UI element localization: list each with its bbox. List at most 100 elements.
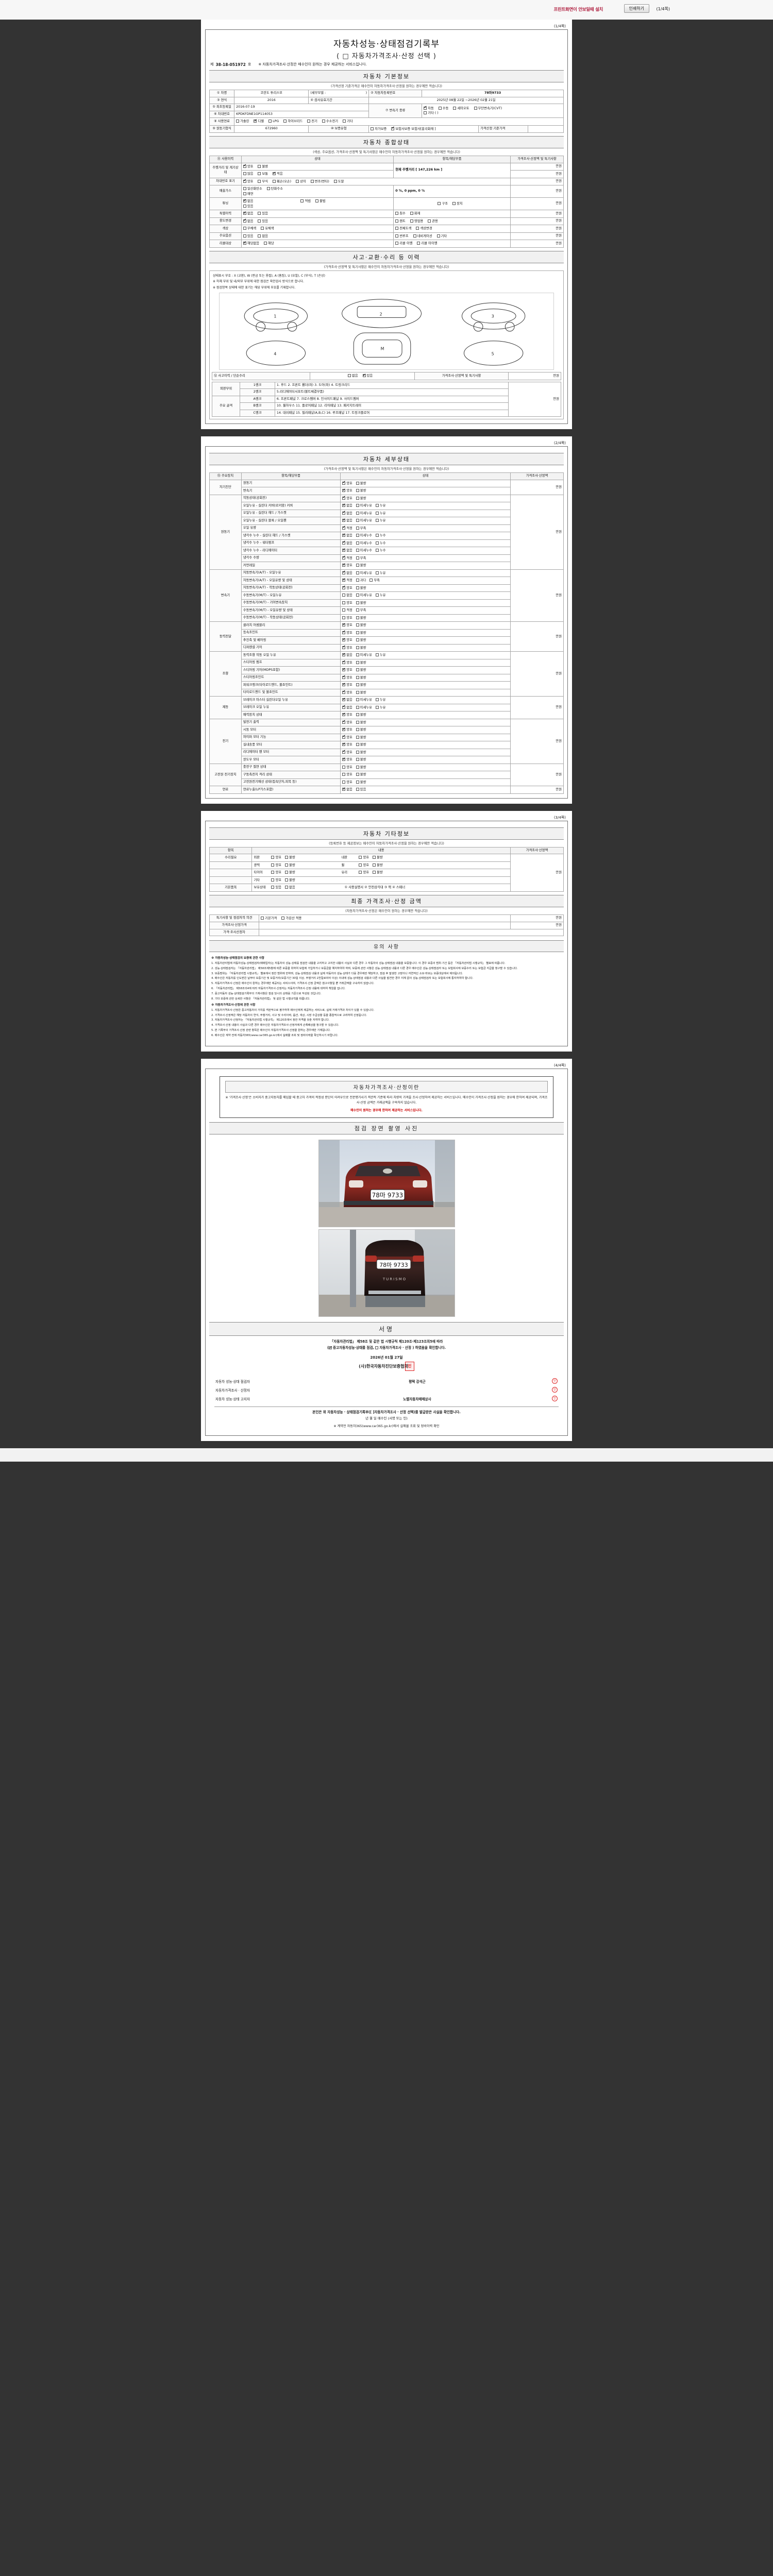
- detail-opt[interactable]: 양호: [342, 674, 352, 681]
- detail-opt[interactable]: 없음: [342, 540, 352, 546]
- detail-opt[interactable]: 불량: [356, 765, 366, 770]
- detail-opt[interactable]: 불량: [356, 623, 366, 628]
- opt-chromatic[interactable]: 유채색: [261, 226, 274, 231]
- opt-tuning-yes[interactable]: 있음: [243, 204, 253, 209]
- detail-opt[interactable]: 양호: [342, 765, 352, 770]
- opt-flood[interactable]: 침수: [395, 211, 406, 216]
- fuel-opt-gasoline[interactable]: 가솔린: [236, 119, 249, 124]
- detail-opt[interactable]: 불량: [356, 481, 366, 486]
- detail-opt[interactable]: 누수: [375, 548, 386, 553]
- detail-opt[interactable]: 불량: [356, 660, 366, 666]
- detail-opt[interactable]: 없음: [342, 787, 352, 792]
- detail-opt[interactable]: 미세누유: [356, 705, 372, 710]
- trans-opt-manual[interactable]: 수동: [438, 106, 448, 111]
- opt-recall-applicable[interactable]: 해당: [264, 241, 274, 246]
- detail-opt[interactable]: 불량: [356, 616, 366, 621]
- detail-opt[interactable]: 양호: [342, 495, 352, 501]
- detail-opt[interactable]: 없음: [342, 593, 352, 598]
- etc-opt[interactable]: 불량: [285, 863, 295, 868]
- detail-opt[interactable]: 양호: [342, 727, 352, 733]
- detail-opt[interactable]: 있음: [356, 787, 366, 792]
- opt-commercial[interactable]: 영업용: [410, 219, 423, 224]
- etc-opt[interactable]: 양호: [359, 855, 369, 860]
- trans-opt-cvt[interactable]: 무단변속기(CVT): [474, 106, 502, 111]
- detail-opt[interactable]: 적정: [342, 525, 352, 531]
- opt-tuning-structure[interactable]: 구조: [438, 201, 448, 207]
- detail-opt[interactable]: 불량: [356, 646, 366, 651]
- detail-opt[interactable]: 양호: [342, 622, 352, 628]
- detail-opt[interactable]: 불량: [356, 727, 366, 733]
- detail-opt[interactable]: 미세누유: [356, 593, 372, 598]
- detail-opt[interactable]: 적정: [342, 578, 352, 583]
- detail-opt[interactable]: 양호: [342, 601, 352, 606]
- opt-vin-altered[interactable]: 변조(변타): [310, 179, 329, 184]
- opt-recall-notdone[interactable]: 리콜 미이행: [417, 241, 437, 246]
- detail-opt[interactable]: 누유: [375, 518, 386, 523]
- detail-opt[interactable]: 미세누유: [356, 518, 372, 523]
- detail-opt[interactable]: 미세누유: [356, 653, 372, 658]
- detail-opt[interactable]: 부족: [356, 526, 366, 531]
- opt-vin-damaged[interactable]: 훼손(오손): [273, 179, 291, 184]
- fuel-opt-hybrid[interactable]: 하이브리드: [283, 119, 303, 124]
- detail-opt[interactable]: 미세누유: [356, 571, 372, 576]
- detail-opt[interactable]: 양호: [342, 772, 352, 777]
- signature-check-price[interactable]: [375, 1346, 379, 1349]
- opt-base-price[interactable]: 기본가격: [261, 916, 277, 921]
- detail-opt[interactable]: 불량: [356, 496, 366, 501]
- detail-opt[interactable]: 불량: [356, 713, 366, 718]
- opt-adjusted-price[interactable]: 가감산 적용: [281, 916, 301, 921]
- opt-vin-corroded[interactable]: 부식: [258, 179, 268, 184]
- opt-government[interactable]: 관용: [428, 219, 438, 224]
- detail-opt[interactable]: 불량: [356, 601, 366, 606]
- detail-opt[interactable]: 누유: [375, 511, 386, 516]
- detail-opt[interactable]: 없음: [342, 518, 352, 523]
- fuel-opt-diesel[interactable]: 디젤: [254, 118, 264, 124]
- detail-opt[interactable]: 양호: [342, 585, 352, 591]
- detail-opt[interactable]: 없음: [342, 652, 352, 658]
- detail-opt[interactable]: 불량: [356, 735, 366, 740]
- detail-opt[interactable]: 누수: [375, 533, 386, 538]
- etc-opt[interactable]: 불량: [373, 870, 383, 875]
- detail-opt[interactable]: 미세누수: [356, 548, 372, 553]
- etc-opt[interactable]: 양호: [359, 863, 369, 868]
- etc-opt[interactable]: 불량: [373, 855, 383, 860]
- etc-opt[interactable]: 불량: [285, 878, 295, 883]
- etc-opt[interactable]: 있음: [271, 885, 281, 890]
- opt-fire[interactable]: 화재: [410, 211, 420, 216]
- detail-opt[interactable]: 양호: [342, 749, 352, 755]
- detail-opt[interactable]: 누유: [375, 705, 386, 710]
- detail-opt[interactable]: 불량: [356, 675, 366, 681]
- detail-opt[interactable]: 불량: [356, 563, 366, 568]
- etc-opt[interactable]: 불량: [285, 870, 295, 875]
- detail-opt[interactable]: 불량: [356, 690, 366, 696]
- opt-use-yes[interactable]: 있음: [258, 219, 268, 224]
- detail-opt[interactable]: 불량: [356, 668, 366, 673]
- opt-tuning-device[interactable]: 장치: [452, 201, 463, 207]
- detail-opt[interactable]: 미세누수: [356, 533, 372, 538]
- fuel-opt-hydrogen[interactable]: 수소전기: [322, 119, 338, 124]
- opt-few[interactable]: 적음: [273, 171, 283, 177]
- detail-opt[interactable]: 양호: [342, 780, 352, 785]
- fuel-opt-lpg[interactable]: LPG: [268, 119, 279, 124]
- opt-options-no[interactable]: 없음: [258, 234, 268, 239]
- detail-opt[interactable]: 불량: [356, 720, 366, 725]
- detail-opt[interactable]: 없음: [342, 533, 352, 538]
- detail-opt[interactable]: 양호: [342, 630, 352, 636]
- opt-options-yes[interactable]: 있음: [243, 234, 253, 239]
- detail-opt[interactable]: 없음: [342, 697, 352, 703]
- opt-full-paint[interactable]: 전체도색: [395, 226, 411, 231]
- detail-opt[interactable]: 양호: [342, 712, 352, 718]
- opt-options-other[interactable]: 기타: [436, 234, 447, 239]
- opt-special-yes[interactable]: 있음: [258, 211, 268, 216]
- detail-opt[interactable]: 미세누유: [356, 503, 372, 509]
- opt-vin-erased[interactable]: 도말: [333, 179, 344, 184]
- detail-opt[interactable]: 양호: [342, 689, 352, 696]
- detail-opt[interactable]: 없음: [342, 503, 352, 509]
- opt-vin-different[interactable]: 상이: [296, 179, 306, 184]
- detail-opt[interactable]: 적정: [342, 555, 352, 561]
- opt-co[interactable]: 일산화탄소: [243, 187, 262, 192]
- opt-normal[interactable]: 보통: [258, 172, 268, 177]
- detail-opt[interactable]: 불량: [356, 780, 366, 785]
- detail-opt[interactable]: 양호: [342, 757, 352, 762]
- opt-tuning-none[interactable]: 없음: [243, 198, 253, 204]
